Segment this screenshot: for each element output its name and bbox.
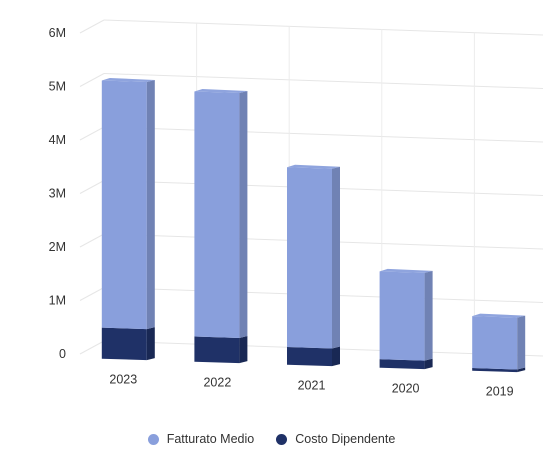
y-tick-label: 0 bbox=[59, 347, 66, 361]
grid-line-depth bbox=[79, 19, 105, 34]
legend-label-costo-dipendente: Costo Dipendente bbox=[295, 432, 396, 446]
bar-costo-dipendente-side bbox=[239, 336, 248, 364]
bar-fatturato-medio[interactable] bbox=[472, 316, 518, 370]
y-tick-label: 5M bbox=[49, 80, 66, 94]
legend-item-costo-dipendente[interactable]: Costo Dipendente bbox=[276, 432, 395, 446]
grid-line-depth bbox=[79, 180, 105, 194]
legend-swatch-fatturato-medio bbox=[147, 433, 159, 445]
legend-item-fatturato-medio[interactable]: Fatturato Medio bbox=[147, 432, 255, 446]
y-axis: 0 1M 2M 3M 4M 5M 6M bbox=[49, 26, 66, 361]
bar-fatturato-medio[interactable] bbox=[101, 80, 147, 330]
grid-line bbox=[103, 19, 543, 36]
bar-costo-dipendente-side bbox=[332, 346, 340, 367]
grid-line-depth bbox=[79, 340, 105, 355]
bar-costo-dipendente-side bbox=[424, 358, 433, 370]
bar-costo-dipendente[interactable] bbox=[101, 327, 147, 361]
bar-fatturato-medio-side bbox=[332, 166, 340, 349]
bar-fatturato-medio-top bbox=[101, 78, 155, 82]
bar-fatturato-medio-side bbox=[146, 79, 155, 330]
bar-fatturato-medio-side bbox=[239, 90, 248, 339]
grid-line-depth bbox=[79, 73, 105, 87]
bar-costo-dipendente[interactable] bbox=[379, 359, 425, 370]
grid-line-depth bbox=[79, 233, 105, 248]
grid-line bbox=[103, 126, 543, 143]
legend: Fatturato Medio Costo Dipendente bbox=[0, 432, 543, 446]
x-tick-label: 2022 bbox=[203, 376, 231, 390]
x-axis: 2023 2022 2021 2020 2019 bbox=[109, 373, 513, 399]
grid-line bbox=[103, 73, 543, 89]
bar-fatturato-medio[interactable] bbox=[379, 271, 425, 361]
legend-label-fatturato-medio: Fatturato Medio bbox=[166, 432, 255, 446]
x-tick-label: 2019 bbox=[486, 385, 514, 399]
x-tick-label: 2021 bbox=[298, 379, 326, 393]
y-tick-label: 3M bbox=[49, 187, 66, 201]
bar-fatturato-medio-side bbox=[424, 270, 433, 361]
grid-line-depth bbox=[79, 287, 105, 301]
bar-fatturato-medio-top bbox=[287, 164, 340, 169]
bar-fatturato-medio[interactable] bbox=[287, 167, 332, 349]
bar-fatturato-medio-top bbox=[472, 313, 526, 318]
x-tick-label: 2020 bbox=[392, 382, 420, 396]
bar-costo-dipendente[interactable] bbox=[194, 336, 240, 364]
bar-fatturato-medio-top bbox=[379, 268, 433, 273]
bars bbox=[101, 78, 526, 373]
y-tick-label: 1M bbox=[49, 294, 66, 308]
bar-fatturato-medio-top bbox=[194, 89, 248, 93]
legend-swatch-costo-dipendente bbox=[276, 433, 288, 445]
bar-costo-dipendente-side bbox=[517, 367, 526, 373]
y-tick-label: 2M bbox=[49, 240, 66, 254]
bar-costo-dipendente[interactable] bbox=[287, 347, 332, 367]
y-tick-label: 4M bbox=[49, 133, 66, 147]
grid-line-depth bbox=[79, 126, 105, 141]
bar-fatturato-medio[interactable] bbox=[194, 91, 240, 339]
x-tick-label: 2023 bbox=[109, 373, 137, 387]
bar-fatturato-medio-side bbox=[517, 315, 526, 370]
y-tick-label: 6M bbox=[49, 26, 66, 40]
bar-costo-dipendente[interactable] bbox=[472, 368, 518, 373]
bar-costo-dipendente-side bbox=[146, 327, 155, 361]
